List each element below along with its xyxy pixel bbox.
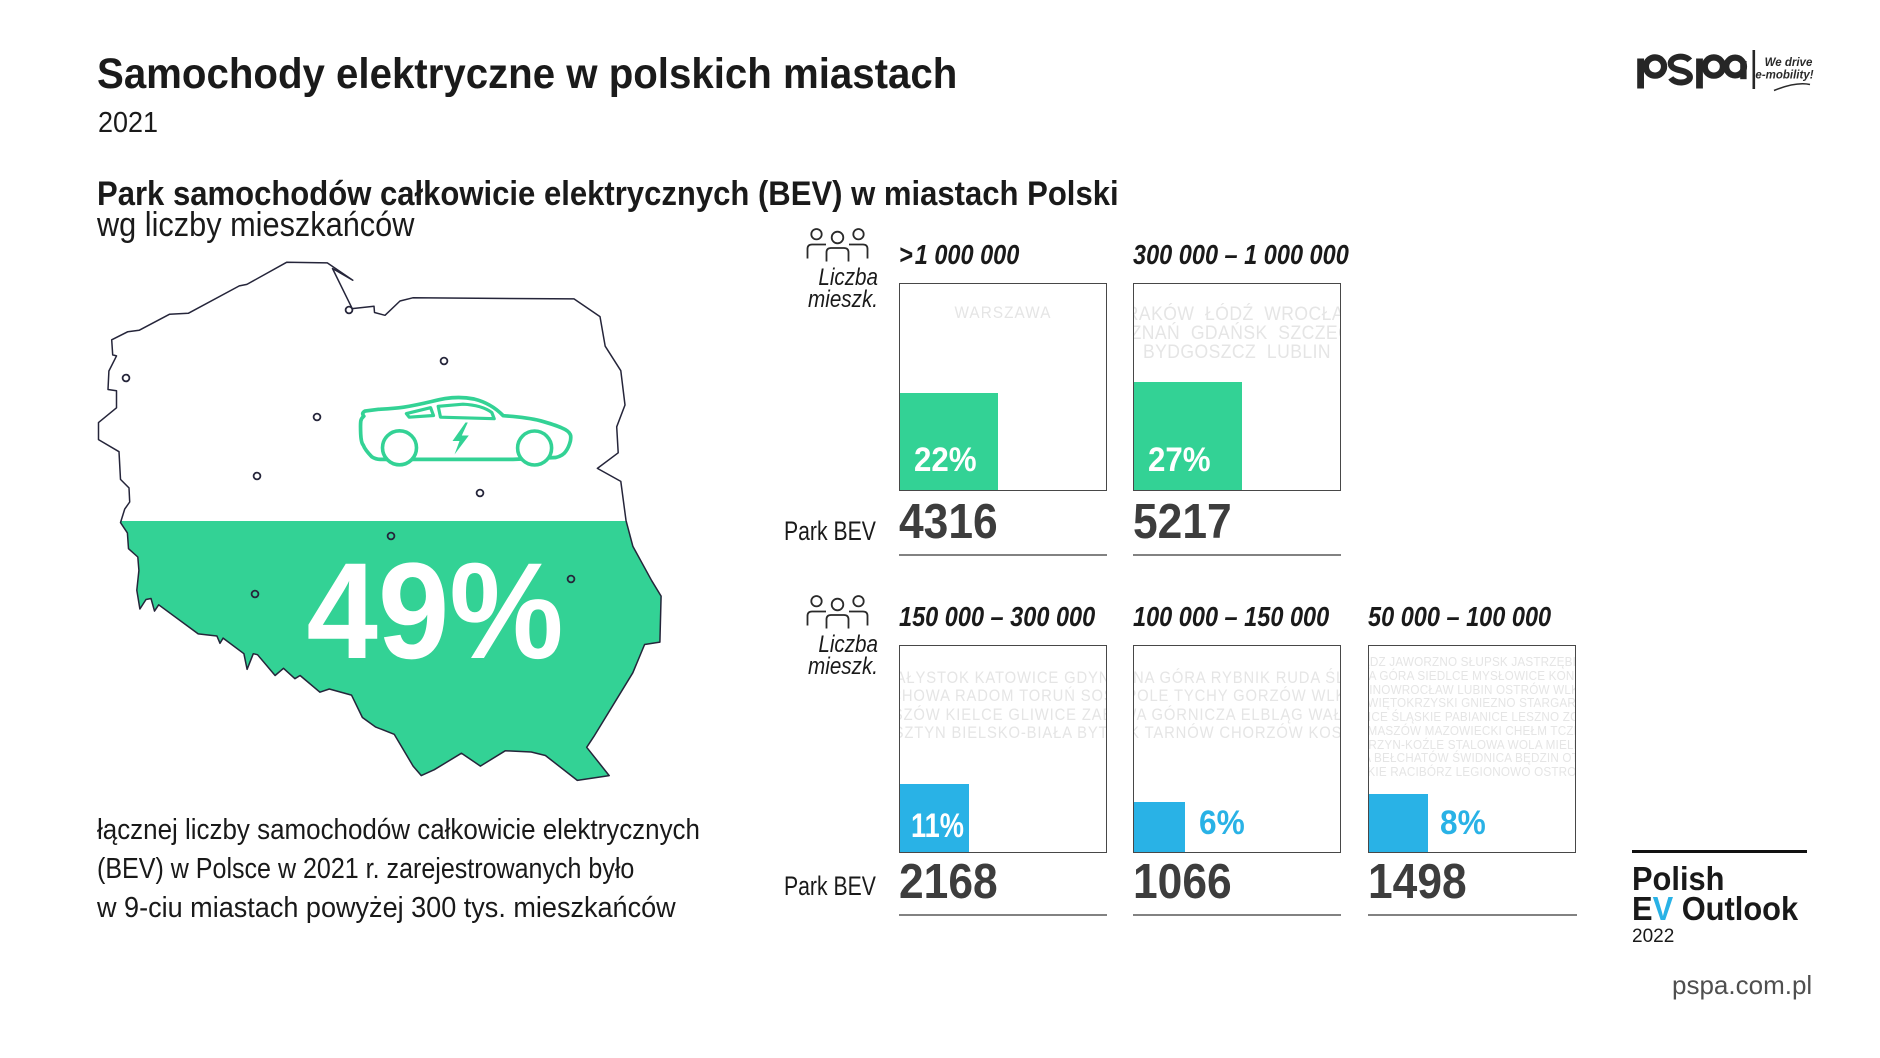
svg-text:e-mobility!: e-mobility! <box>1755 70 1813 82</box>
svg-text:We drive: We drive <box>1765 57 1813 69</box>
svg-text:49%: 49% <box>307 535 564 688</box>
